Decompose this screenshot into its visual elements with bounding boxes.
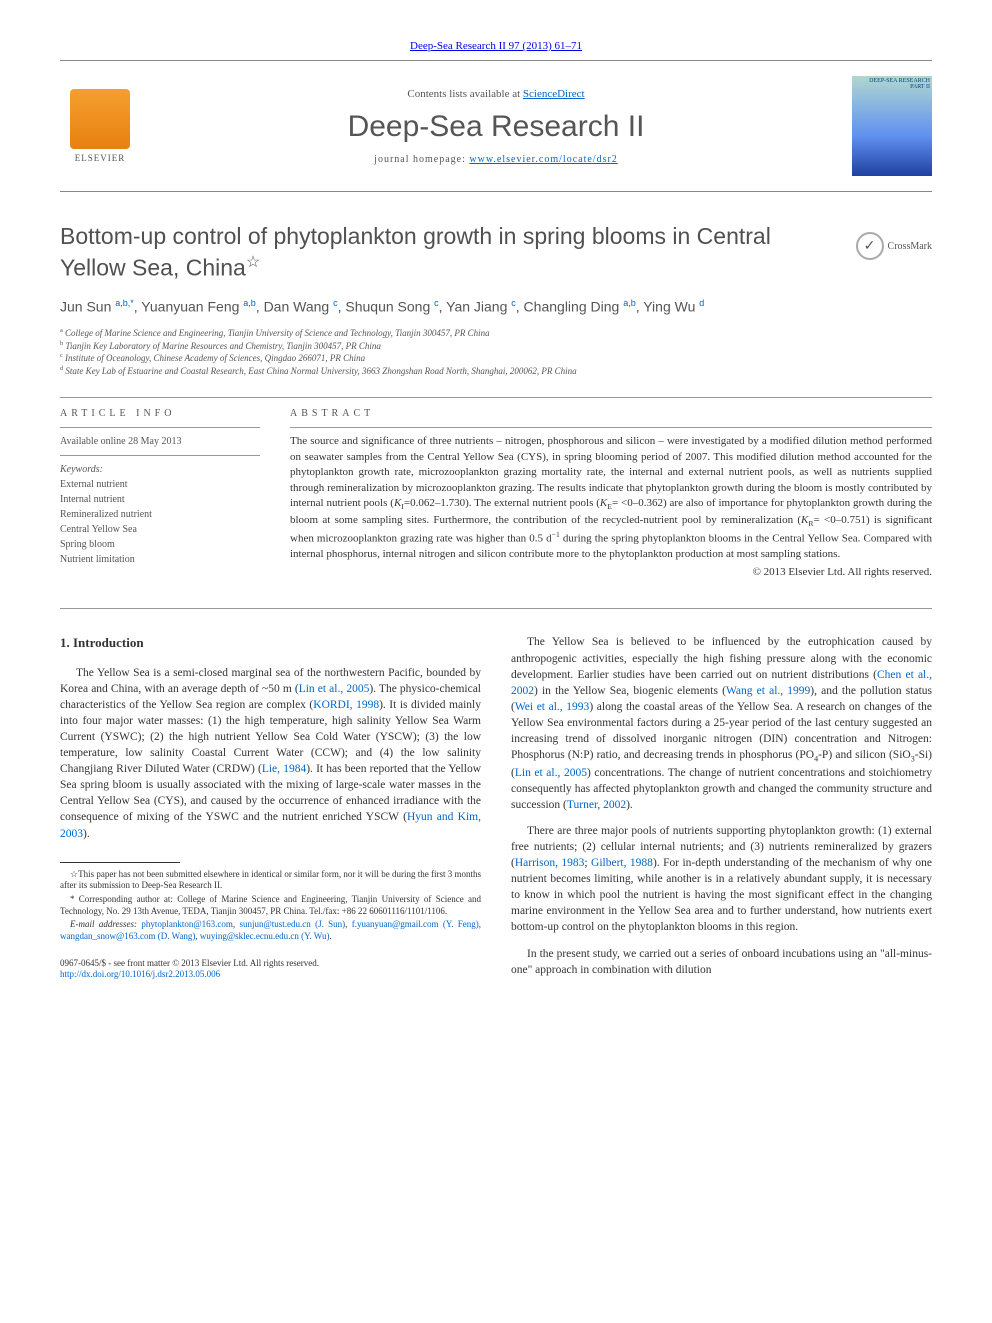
keyword: Remineralized nutrient [60,507,260,522]
article-title: Bottom-up control of phytoplankton growt… [60,222,932,283]
journal-header: ELSEVIER Contents lists available at Sci… [60,60,932,192]
issn-line: 0967-0645/$ - see front matter © 2013 El… [60,958,481,981]
contents-line: Contents lists available at ScienceDirec… [140,88,852,100]
abstract-head: abstract [290,408,932,419]
footnotes: ☆This paper has not been submitted elsew… [60,869,481,943]
affiliations: a College of Marine Science and Engineer… [60,327,932,377]
journal-reference: Deep-Sea Research II 97 (2013) 61–71 [60,40,932,52]
elsevier-tree-icon [70,89,130,149]
publisher-logo: ELSEVIER [60,89,140,163]
keyword: Nutrient limitation [60,552,260,567]
divider [60,608,932,609]
affiliation: b Tianjin Key Laboratory of Marine Resou… [60,340,932,353]
keyword: Internal nutrient [60,492,260,507]
keyword: Central Yellow Sea [60,522,260,537]
body-column-right: The Yellow Sea is believed to be influen… [511,634,932,987]
divider [60,397,932,398]
journal-ref-link[interactable]: Deep-Sea Research II 97 (2013) 61–71 [410,40,582,52]
keywords-list: External nutrientInternal nutrientRemine… [60,477,260,567]
body-paragraph: The Yellow Sea is a semi-closed marginal… [60,665,481,842]
affiliation: d State Key Lab of Estuarine and Coastal… [60,365,932,378]
crossmark-badge[interactable]: ✓ CrossMark [856,232,932,260]
footnote-emails: E-mail addresses: phytoplankton@163.com,… [60,919,481,942]
homepage-link[interactable]: www.elsevier.com/locate/dsr2 [469,154,617,165]
journal-title: Deep-Sea Research II [140,110,852,144]
journal-cover-thumbnail: DEEP-SEA RESEARCH PART II [852,76,932,176]
body-column-left: 1. Introduction The Yellow Sea is a semi… [60,634,481,987]
available-online: Available online 28 May 2013 [60,434,260,449]
homepage-line: journal homepage: www.elsevier.com/locat… [140,154,852,165]
keywords-label: Keywords: [60,462,260,477]
doi-link[interactable]: http://dx.doi.org/10.1016/j.dsr2.2013.05… [60,969,220,979]
footnote-star: ☆This paper has not been submitted elsew… [60,869,481,892]
authors-list: Jun Sun a,b,*, Yuanyuan Feng a,b, Dan Wa… [60,298,932,315]
article-info-head: article info [60,408,260,419]
body-paragraph: There are three major pools of nutrients… [511,823,932,936]
crossmark-icon: ✓ [856,232,884,260]
section-heading: 1. Introduction [60,634,481,652]
footnote-corresponding: * Corresponding author at: College of Ma… [60,894,481,917]
body-paragraph: In the present study, we carried out a s… [511,946,932,978]
publisher-name: ELSEVIER [75,153,126,163]
copyright-line: © 2013 Elsevier Ltd. All rights reserved… [290,566,932,578]
abstract-text: The source and significance of three nut… [290,434,932,562]
keyword: Spring bloom [60,537,260,552]
keyword: External nutrient [60,477,260,492]
body-paragraph: The Yellow Sea is believed to be influen… [511,634,932,813]
footnote-divider [60,862,180,863]
sciencedirect-link[interactable]: ScienceDirect [523,88,585,100]
affiliation: a College of Marine Science and Engineer… [60,327,932,340]
affiliation: c Institute of Oceanology, Chinese Acade… [60,352,932,365]
